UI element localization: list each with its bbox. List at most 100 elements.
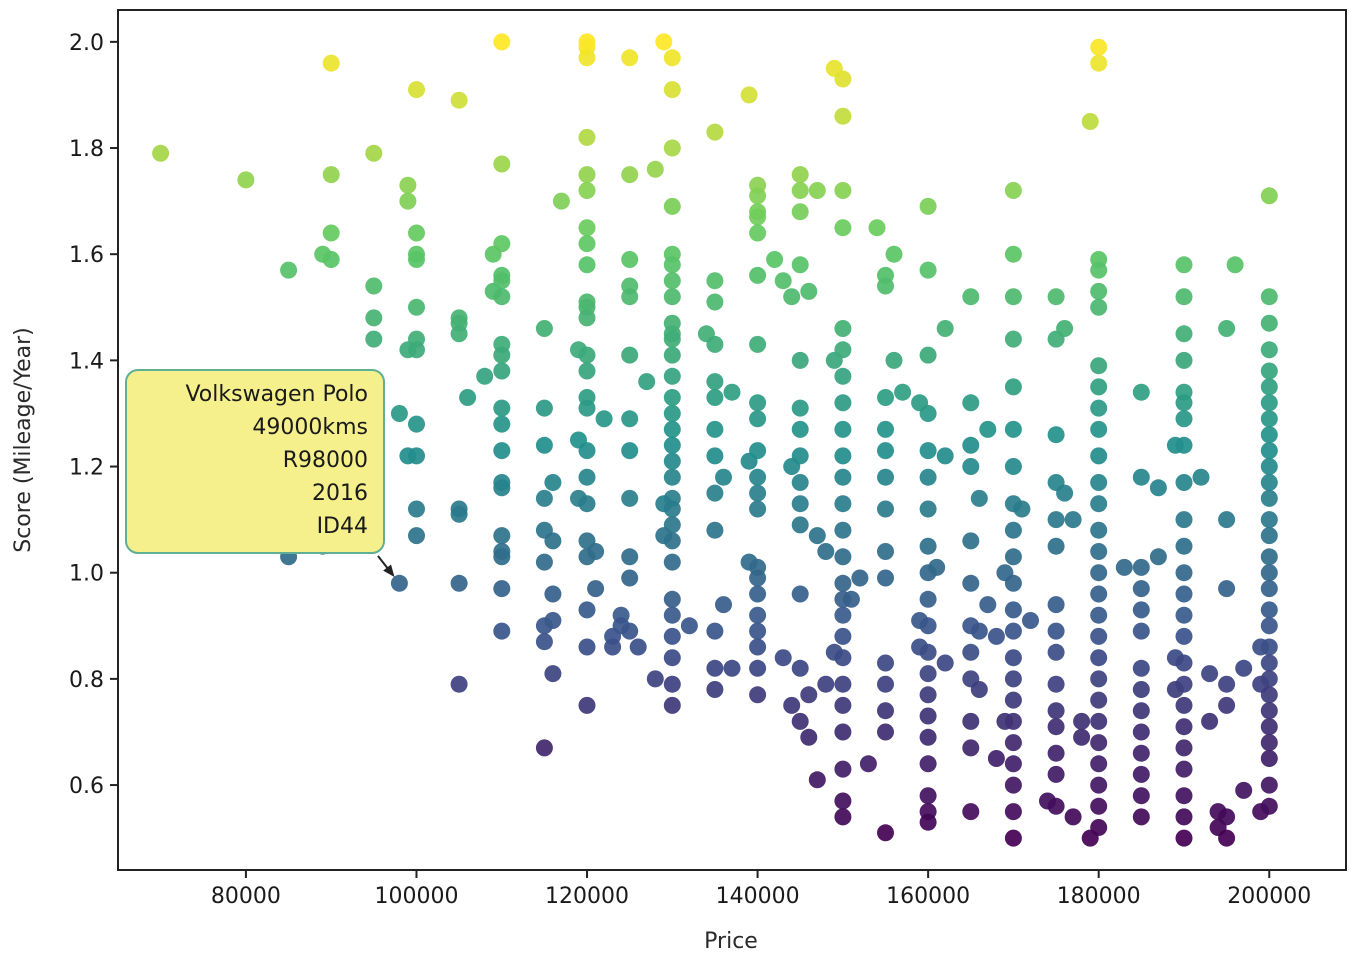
data-point [791,420,809,438]
data-point [791,516,809,534]
data-point [1175,829,1193,847]
point-annotation: Volkswagen Polo 49000kms R98000 2016 ID4… [125,369,395,578]
data-point [1090,399,1108,417]
data-point [578,166,596,184]
data-point [962,458,980,475]
data-point [800,282,818,300]
data-point [1090,691,1108,709]
data-point [621,442,639,460]
data-point [706,335,724,353]
data-point [552,192,570,210]
data-point [578,638,596,656]
data-point [1175,564,1193,582]
data-point [1218,696,1236,714]
data-point [1260,670,1278,688]
data-point [834,495,852,513]
data-point [493,235,511,253]
data-point [1175,654,1193,672]
data-point [919,787,937,805]
data-point [1090,378,1108,396]
data-point [578,362,596,380]
data-point [919,197,937,215]
data-point [578,399,596,417]
data-point [749,500,767,518]
data-point [834,219,852,237]
data-point [749,484,767,502]
data-point [877,675,894,693]
data-point [1260,564,1278,582]
data-point [919,707,937,725]
data-point [834,468,852,486]
data-point [877,420,894,438]
data-point [783,696,801,714]
data-point [663,500,681,518]
y-tick-label: 2.0 [69,31,104,56]
data-point [749,208,767,226]
data-point [535,553,553,571]
data-point [1218,829,1236,847]
data-point [493,479,511,497]
data-point [1260,489,1278,507]
data-point [834,574,852,592]
data-point [962,739,980,757]
data-point [834,107,852,125]
data-points [152,33,1278,847]
data-point [766,251,784,268]
data-point [1218,808,1236,826]
data-point [663,272,681,290]
data-point [1132,681,1150,698]
data-point [749,585,767,603]
data-point [706,123,724,141]
data-point [1175,606,1193,624]
data-point [1132,622,1150,640]
data-point [851,569,869,587]
y-tick-label: 1.8 [69,137,104,162]
data-point [808,527,826,545]
data-point [1132,808,1150,826]
data-point [1175,436,1193,454]
data-point [962,436,980,454]
data-point [578,696,596,714]
data-point [834,182,852,199]
x-axis: 80000 100000 120000 140000 160000 180000 20000… [211,870,1311,909]
data-point [987,750,1005,767]
data-point [1090,298,1108,316]
data-point [919,617,937,635]
data-point [493,155,511,173]
data-point [578,495,596,513]
data-point [834,447,852,465]
data-point [663,420,681,438]
data-point [1004,420,1022,438]
data-point [1090,670,1108,688]
data-point [749,442,767,460]
data-point [1260,702,1278,720]
data-point [885,245,903,263]
data-point [834,367,852,385]
data-point [365,277,383,295]
y-tick-label: 1.0 [69,562,104,587]
data-point [834,70,852,88]
x-axis-label: Price [704,929,758,954]
data-point [1132,468,1150,486]
data-point [791,399,809,417]
data-point [1004,776,1022,794]
x-tick-label: 100000 [374,884,458,909]
data-point [987,627,1005,645]
data-point [1175,288,1193,306]
data-point [663,256,681,274]
data-point [1090,543,1108,560]
data-point [774,272,792,290]
data-point [1235,659,1253,677]
data-point [706,521,724,539]
data-point [834,606,852,624]
data-point [1260,601,1278,619]
data-point [1047,643,1065,661]
data-point [663,81,681,99]
data-point [450,325,468,343]
data-point [621,49,639,67]
annotation-line-model: Volkswagen Polo [185,382,368,407]
data-point [663,553,681,571]
data-point [655,33,673,51]
data-point [749,224,767,242]
data-point [1004,521,1022,539]
